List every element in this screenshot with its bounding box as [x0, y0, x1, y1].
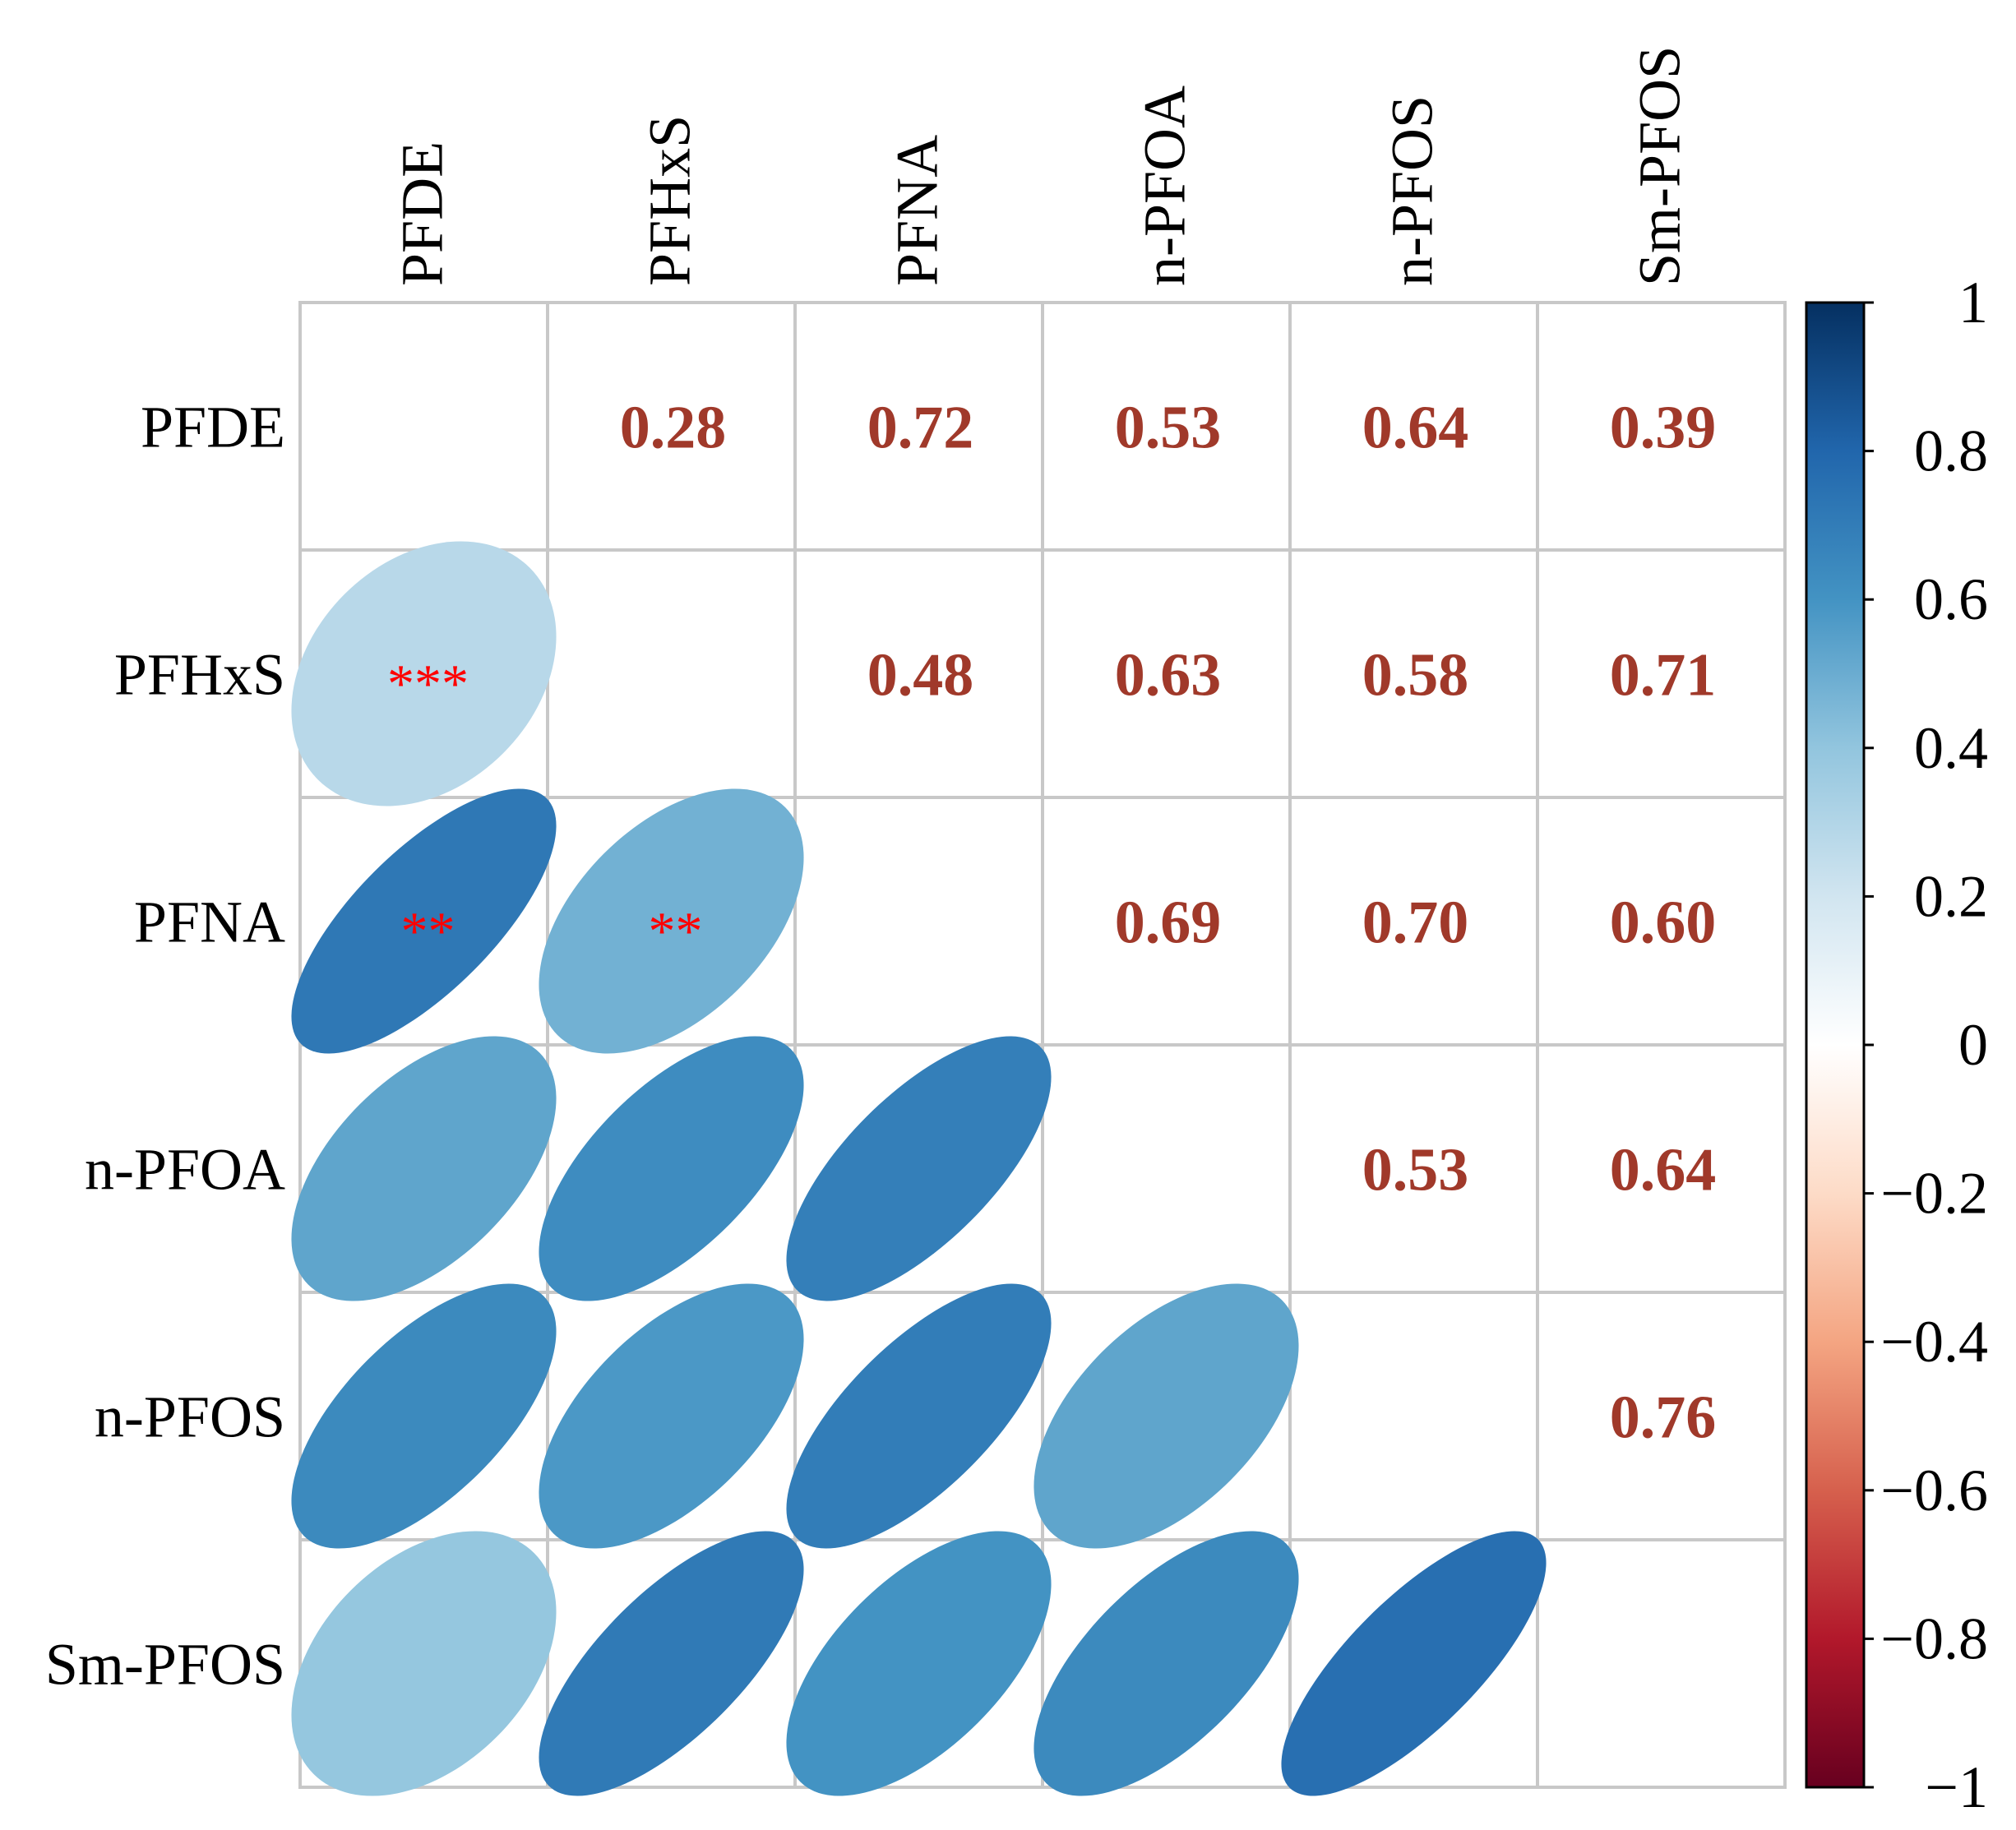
value-label-pfde-sm-pfos: 0.39: [1610, 395, 1717, 462]
row-label-n-pfoa: n-PFOA: [85, 1137, 285, 1203]
colorbar-tick-label: 0.2: [1914, 863, 1988, 929]
ellipse-sm-pfos-n-pfos: [1281, 1531, 1547, 1796]
value-label-pfde-n-pfoa: 0.53: [1115, 395, 1222, 462]
column-label-n-pfoa: n-PFOA: [1132, 85, 1198, 286]
cell-4-5: [1536, 1291, 1787, 1541]
cell-2-4: [1288, 796, 1539, 1047]
ellipse-n-pfos-pfhxs: [539, 1283, 804, 1549]
cell-1-5: [1536, 548, 1787, 799]
value-label-pfhxs-n-pfoa: 0.63: [1115, 642, 1222, 709]
cell-0-3: [1041, 301, 1292, 552]
colorbar-tick-label: 0: [1958, 1012, 1988, 1078]
value-label-pfhxs-n-pfos: 0.58: [1362, 642, 1469, 709]
colorbar-gradient: [1805, 301, 1866, 1789]
value-label-n-pfoa-sm-pfos: 0.64: [1610, 1137, 1717, 1204]
cell-0-0: [298, 301, 549, 552]
value-layer: 0.28 0.72 0.53 0.64 0.39 0.48 0.63 0.58 0.71 0.69…: [620, 395, 1717, 1452]
column-label-pfhxs: PFHxS: [637, 115, 703, 286]
colorbar-tick-label: −1: [1925, 1754, 1988, 1820]
value-label-pfde-pfna: 0.72: [867, 395, 974, 462]
cell-3-3: [1041, 1043, 1292, 1294]
cell-4-4: [1288, 1291, 1539, 1541]
value-label-n-pfoa-n-pfos: 0.53: [1362, 1137, 1469, 1204]
cell-0-5: [1536, 301, 1787, 552]
cell-0-4: [1288, 301, 1539, 552]
row-label-sm-pfos: Sm-PFOS: [45, 1632, 285, 1698]
significance-star-2-0: **: [401, 902, 455, 962]
cell-2-2: [793, 796, 1044, 1047]
colorbar-tick-label: −0.2: [1880, 1161, 1988, 1227]
ellipse-sm-pfos-n-pfoa: [1033, 1531, 1299, 1796]
colorbar-tick-label: −0.8: [1880, 1606, 1988, 1671]
row-headers: PFDE PFHxS PFNA n-PFOA n-PFOS Sm-PFOS: [45, 395, 285, 1698]
value-label-pfhxs-sm-pfos: 0.71: [1610, 642, 1717, 709]
colorbar: [1805, 301, 1866, 1789]
ellipse-n-pfos-n-pfoa: [1033, 1283, 1299, 1549]
column-label-n-pfos: n-PFOS: [1380, 95, 1445, 286]
row-label-n-pfos: n-PFOS: [95, 1384, 285, 1450]
row-label-pfna: PFNA: [134, 890, 285, 955]
row-label-pfde: PFDE: [141, 395, 285, 460]
value-label-n-pfos-sm-pfos: 0.76: [1610, 1384, 1717, 1452]
column-label-pfna: PFNA: [885, 135, 950, 286]
ellipse-n-pfoa-pfna: [786, 1036, 1052, 1301]
ellipse-n-pfos-pfde: [291, 1283, 557, 1549]
cell-0-2: [793, 301, 1044, 552]
ellipse-sm-pfos-pfna: [786, 1531, 1052, 1796]
colorbar-ticks: 1 0.8 0.6 0.4 0.2 0 −0.2 −0.4 −0.6 −0.8 −1: [1864, 270, 1988, 1820]
value-label-pfna-n-pfoa: 0.69: [1115, 890, 1222, 957]
ellipse-sm-pfos-pfde: [291, 1531, 557, 1796]
colorbar-tick-label: 0.4: [1914, 715, 1988, 781]
cell-0-1: [546, 301, 797, 552]
cell-5-5: [1536, 1538, 1787, 1789]
value-label-pfhxs-pfna: 0.48: [867, 642, 974, 709]
cell-1-3: [1041, 548, 1292, 799]
ellipse-pfhxs-pfde: [291, 541, 557, 806]
colorbar-tick-label: 0.6: [1914, 566, 1988, 632]
ellipse-pfna-pfde: [291, 788, 557, 1054]
value-label-pfde-n-pfos: 0.64: [1362, 395, 1469, 462]
ellipse-n-pfoa-pfhxs: [539, 1036, 804, 1301]
colorbar-tick-label: 1: [1958, 270, 1988, 335]
significance-layer: ***** **: [387, 654, 703, 962]
cell-3-5: [1536, 1043, 1787, 1294]
cell-3-4: [1288, 1043, 1539, 1294]
ellipse-n-pfoa-pfde: [291, 1036, 557, 1301]
cell-2-5: [1536, 796, 1787, 1047]
row-label-pfhxs: PFHxS: [114, 642, 285, 708]
colorbar-tick-label: −0.4: [1880, 1309, 1988, 1375]
significance-star-1-0: ***: [387, 654, 469, 714]
ellipse-sm-pfos-pfhxs: [539, 1531, 804, 1796]
cell-2-3: [1041, 796, 1292, 1047]
significance-star-2-1: **: [649, 902, 703, 962]
column-headers: PFDE PFHxS PFNA n-PFOA n-PFOS Sm-PFOS: [390, 46, 1693, 286]
ellipse-n-pfos-pfna: [786, 1283, 1052, 1549]
colorbar-tick-label: −0.6: [1880, 1458, 1988, 1523]
ellipse-layer: [291, 541, 1547, 1796]
ellipse-pfna-pfhxs: [539, 788, 804, 1054]
column-label-pfde: PFDE: [390, 141, 455, 286]
cell-1-1: [546, 548, 797, 799]
colorbar-tick-label: 0.8: [1914, 418, 1988, 484]
column-label-sm-pfos: Sm-PFOS: [1627, 46, 1693, 286]
value-label-pfna-sm-pfos: 0.60: [1610, 890, 1717, 957]
value-label-pfna-n-pfos: 0.70: [1362, 890, 1469, 957]
value-label-pfde-pfhxs: 0.28: [620, 395, 727, 462]
